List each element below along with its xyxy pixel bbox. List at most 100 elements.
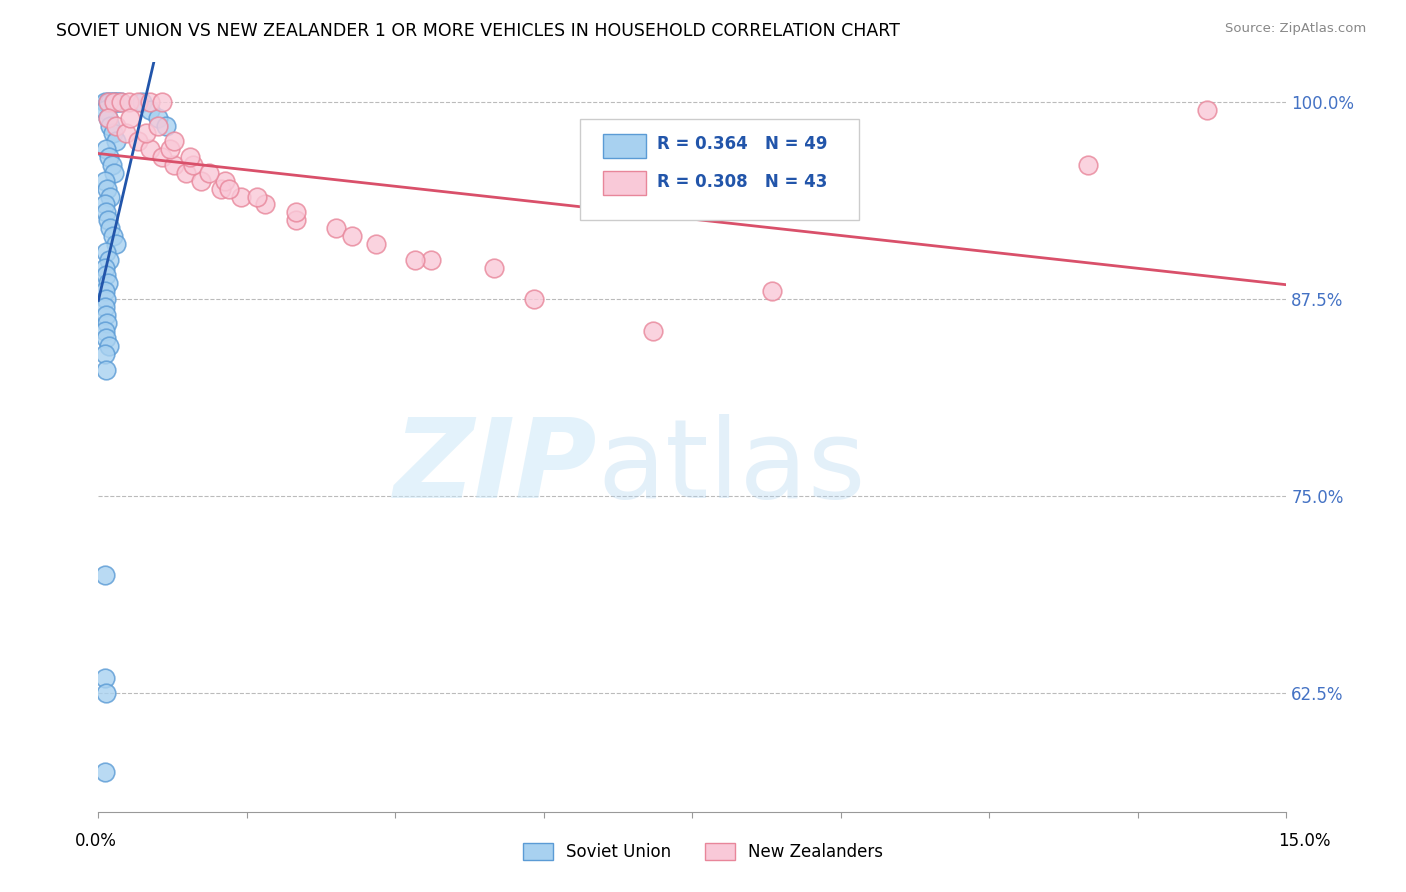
Point — [484, 260, 506, 275]
Point — [98, 119, 121, 133]
Point — [107, 95, 129, 109]
Point — [94, 363, 117, 377]
Point — [127, 95, 149, 109]
Point — [761, 284, 783, 298]
Point — [139, 103, 162, 117]
Point — [101, 95, 124, 109]
Text: atlas: atlas — [598, 414, 866, 521]
Point — [150, 150, 173, 164]
Point — [97, 339, 120, 353]
Point — [641, 324, 664, 338]
Point — [183, 158, 205, 172]
Point — [103, 166, 125, 180]
Point — [97, 213, 120, 227]
Point — [1077, 158, 1099, 172]
Point — [135, 127, 157, 141]
Point — [98, 189, 121, 203]
Point — [94, 103, 117, 117]
Point — [246, 189, 269, 203]
Point — [98, 221, 121, 235]
Point — [104, 95, 127, 109]
Point — [103, 95, 125, 109]
Text: Source: ZipAtlas.com: Source: ZipAtlas.com — [1226, 22, 1367, 36]
Point — [97, 150, 120, 164]
Point — [120, 111, 142, 125]
Point — [97, 111, 120, 125]
Point — [94, 95, 117, 109]
Point — [285, 213, 308, 227]
Point — [94, 174, 117, 188]
Point — [139, 142, 162, 156]
Point — [96, 268, 118, 283]
Point — [103, 95, 125, 109]
Point — [146, 111, 169, 125]
Point — [96, 331, 118, 345]
Text: SOVIET UNION VS NEW ZEALANDER 1 OR MORE VEHICLES IN HOUSEHOLD CORRELATION CHART: SOVIET UNION VS NEW ZEALANDER 1 OR MORE … — [56, 22, 900, 40]
Point — [96, 205, 118, 219]
Point — [94, 347, 117, 361]
Point — [97, 252, 120, 267]
Point — [146, 119, 169, 133]
Point — [340, 229, 363, 244]
Point — [209, 181, 232, 195]
Text: 15.0%: 15.0% — [1278, 831, 1331, 849]
Point — [97, 111, 120, 125]
Point — [104, 134, 127, 148]
FancyBboxPatch shape — [579, 119, 859, 219]
Point — [198, 166, 221, 180]
Point — [96, 292, 118, 306]
Point — [104, 119, 127, 133]
Point — [190, 174, 212, 188]
Legend: Soviet Union, New Zealanders: Soviet Union, New Zealanders — [516, 836, 890, 868]
Point — [94, 308, 117, 322]
Point — [404, 252, 426, 267]
Point — [97, 277, 120, 291]
Point — [159, 142, 181, 156]
Point — [155, 119, 177, 133]
Point — [285, 205, 308, 219]
Point — [94, 324, 117, 338]
Point — [94, 671, 117, 685]
Point — [98, 95, 121, 109]
Point — [163, 134, 186, 148]
Point — [1197, 103, 1219, 117]
Point — [218, 181, 240, 195]
Point — [325, 221, 347, 235]
Text: R = 0.364   N = 49: R = 0.364 N = 49 — [657, 135, 827, 153]
Point — [131, 95, 153, 109]
Point — [127, 134, 149, 148]
Point — [104, 236, 127, 251]
Point — [101, 158, 124, 172]
Point — [96, 316, 118, 330]
Point — [94, 284, 117, 298]
Point — [214, 174, 236, 188]
Point — [101, 229, 124, 244]
Point — [94, 765, 117, 780]
FancyBboxPatch shape — [603, 134, 647, 158]
Point — [94, 300, 117, 314]
Point — [163, 158, 186, 172]
Point — [96, 244, 118, 259]
Point — [364, 236, 387, 251]
Point — [115, 127, 138, 141]
Point — [174, 166, 197, 180]
Point — [110, 95, 132, 109]
Point — [96, 181, 118, 195]
Point — [150, 95, 173, 109]
Point — [101, 127, 124, 141]
Point — [94, 197, 117, 211]
Point — [179, 150, 201, 164]
Point — [420, 252, 443, 267]
Point — [253, 197, 276, 211]
Point — [94, 568, 117, 582]
Point — [96, 686, 118, 700]
Point — [229, 189, 252, 203]
Point — [523, 292, 546, 306]
Point — [117, 95, 139, 109]
Text: 0.0%: 0.0% — [75, 831, 117, 849]
Point — [96, 142, 118, 156]
FancyBboxPatch shape — [603, 171, 647, 195]
Point — [97, 95, 120, 109]
Text: R = 0.308   N = 43: R = 0.308 N = 43 — [657, 172, 827, 191]
Point — [110, 95, 132, 109]
